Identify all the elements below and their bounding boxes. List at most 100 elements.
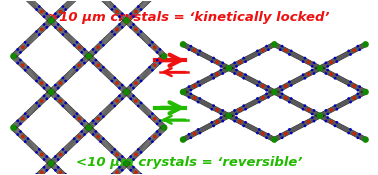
Point [300, 73, 306, 76]
Point [147, 44, 153, 47]
Point [218, 69, 224, 71]
Point [234, 65, 240, 68]
Point [53, 97, 59, 100]
Point [34, 173, 40, 175]
Point [76, 46, 82, 49]
Point [22, 112, 28, 115]
Point [157, 133, 163, 136]
Point [260, 85, 266, 87]
Point [130, 94, 136, 97]
Point [356, 85, 363, 88]
Point [356, 133, 363, 136]
Point [226, 114, 232, 117]
Point [232, 61, 238, 64]
Point [214, 73, 220, 75]
Point [71, 44, 77, 47]
Point [53, 26, 59, 29]
Point [254, 97, 260, 100]
Point [241, 104, 247, 107]
Point [220, 72, 226, 75]
Point [345, 132, 352, 134]
Text: >10 μm crystals = ‘kinetically locked’: >10 μm crystals = ‘kinetically locked’ [48, 11, 330, 24]
Point [265, 85, 271, 88]
Point [93, 122, 99, 125]
Point [112, 77, 118, 79]
Point [86, 126, 92, 129]
Point [283, 85, 289, 87]
Point [283, 132, 289, 135]
Point [232, 120, 238, 122]
Point [95, 46, 101, 49]
Point [128, 169, 134, 172]
Point [332, 124, 338, 127]
Point [317, 114, 323, 117]
Point [138, 151, 144, 154]
Point [36, 104, 42, 107]
Point [325, 116, 331, 119]
Point [60, 5, 66, 8]
Point [351, 49, 357, 52]
Point [214, 61, 220, 64]
Point [55, 158, 61, 161]
Point [100, 115, 106, 118]
Point [39, 82, 45, 84]
Point [133, 82, 139, 84]
Point [191, 49, 197, 52]
Point [133, 10, 139, 13]
Point [188, 136, 194, 139]
Point [82, 62, 88, 64]
Point [287, 101, 293, 103]
Point [211, 57, 217, 60]
Point [218, 116, 224, 119]
Point [347, 128, 353, 131]
Point [309, 116, 315, 119]
Point [328, 73, 335, 75]
Point [287, 128, 293, 131]
Point [17, 122, 23, 125]
Point [188, 45, 194, 48]
Point [109, 173, 115, 175]
Point [22, 140, 28, 143]
Point [302, 104, 308, 107]
Point [149, 41, 155, 44]
Point [135, 104, 141, 107]
Point [41, 23, 47, 26]
Point [39, 28, 45, 31]
Point [363, 43, 369, 46]
Point [57, 10, 64, 13]
Point [63, 79, 69, 82]
Point [25, 66, 31, 69]
Point [241, 77, 247, 80]
Point [243, 121, 249, 124]
Point [186, 133, 192, 136]
Point [152, 64, 158, 66]
Point [20, 135, 26, 138]
Point [15, 62, 21, 64]
Point [138, 102, 144, 104]
Point [116, 15, 122, 18]
Point [90, 62, 96, 64]
Point [95, 135, 101, 138]
Point [57, 82, 64, 84]
Point [243, 60, 249, 63]
Point [116, 94, 122, 97]
Point [112, 104, 118, 107]
Point [130, 166, 136, 169]
Point [44, 155, 50, 158]
Point [79, 122, 85, 125]
Point [254, 84, 260, 87]
Point [243, 73, 249, 76]
Point [10, 126, 16, 129]
Point [57, 171, 64, 174]
Point [180, 43, 186, 46]
Point [188, 89, 194, 92]
Point [124, 162, 130, 165]
Point [74, 69, 80, 72]
Point [39, 10, 45, 13]
Point [287, 80, 293, 83]
Point [152, 135, 158, 138]
Point [60, 104, 66, 107]
Point [279, 136, 285, 139]
Point [53, 12, 59, 15]
Point [260, 97, 266, 99]
